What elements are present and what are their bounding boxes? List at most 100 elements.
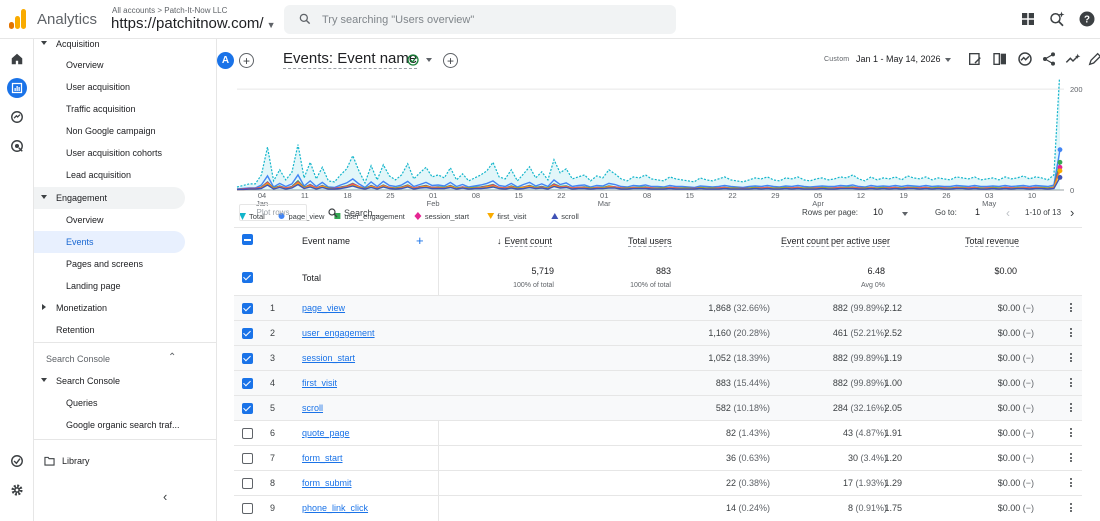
date-range-picker[interactable]: Jan 1 - May 14, 2026 — [856, 54, 941, 64]
edit-report-icon[interactable] — [967, 51, 983, 67]
more-vert-icon[interactable] — [1070, 403, 1073, 414]
insights-icon[interactable] — [1017, 51, 1033, 67]
rows-per-page-select[interactable]: 10 — [873, 207, 884, 217]
table-row[interactable]: 7 form_start 36 (0.63%) 30 (3.4%) 1.20 $0.00 … — [234, 445, 1082, 470]
nav-user-acquisition[interactable]: User acquisition — [66, 82, 131, 92]
series-end-point[interactable] — [1057, 147, 1063, 153]
row-checkbox[interactable] — [242, 428, 253, 439]
more-vert-icon[interactable] — [1070, 378, 1073, 389]
table-row[interactable]: 4 first_visit 883 (15.44%) 882 (99.89%) 1.00… — [234, 370, 1082, 395]
reports-icon[interactable] — [7, 78, 27, 98]
row-checkbox[interactable] — [242, 503, 253, 514]
series-end-point[interactable] — [1057, 164, 1063, 170]
legend-label[interactable]: scroll — [561, 212, 579, 221]
nav-user-acquisition-cohorts[interactable]: User acquisition cohorts — [66, 148, 163, 158]
settings-icon[interactable] — [7, 480, 27, 500]
row-checkbox[interactable] — [242, 353, 253, 364]
nav-acquisition[interactable]: Acquisition — [34, 33, 185, 55]
row-checkbox[interactable] — [242, 378, 253, 389]
nav-events[interactable]: Events — [34, 231, 185, 253]
advertising-icon[interactable] — [7, 136, 27, 156]
col-header-event-name[interactable]: Event name — [302, 236, 351, 246]
chevron-down-icon[interactable] — [426, 58, 432, 62]
nav-engagement[interactable]: Engagement — [34, 187, 185, 209]
col-header-total-users[interactable]: Total users — [628, 236, 672, 247]
add-dimension-icon[interactable]: + — [416, 233, 424, 248]
more-vert-icon[interactable] — [1070, 428, 1073, 439]
analytics-logo-icon[interactable] — [9, 9, 27, 29]
nav-search-console-section[interactable]: Search Console ⌃ — [34, 348, 185, 370]
series-end-point[interactable] — [1057, 174, 1063, 180]
series-line-total[interactable] — [236, 79, 1061, 188]
event-name-link[interactable]: session_start — [302, 353, 356, 363]
explore-icon[interactable] — [7, 107, 27, 127]
more-vert-icon[interactable] — [1070, 353, 1073, 364]
row-checkbox[interactable] — [242, 303, 253, 314]
nav-search-console[interactable]: Search Console — [34, 370, 185, 392]
compare-icon[interactable] — [992, 51, 1008, 67]
more-vert-icon[interactable] — [1070, 478, 1073, 489]
status-check-icon[interactable] — [407, 54, 419, 66]
search-insights-icon[interactable] — [1048, 10, 1066, 28]
plot-rows-button[interactable]: Plot rows — [239, 204, 307, 221]
collapse-nav-icon[interactable]: ‹ — [163, 489, 168, 504]
event-name-link[interactable]: phone_link_click — [302, 503, 369, 513]
table-row[interactable]: 6 quote_page 82 (1.43%) 43 (4.87%) 1.91 $0.00… — [234, 420, 1082, 445]
nav-acq-overview[interactable]: Overview — [66, 60, 104, 70]
col-header-per-user[interactable]: Event count per active user — [781, 236, 891, 247]
table-row[interactable]: 5 scroll 582 (10.18%) 284 (32.16%) 2.05 $0.00… — [234, 395, 1082, 420]
search-input[interactable] — [322, 10, 662, 29]
more-vert-icon[interactable] — [1070, 453, 1073, 464]
share-icon[interactable] — [1041, 51, 1057, 67]
admin-check-icon[interactable] — [7, 451, 27, 471]
search-bar[interactable] — [284, 5, 676, 34]
apps-icon[interactable] — [1019, 10, 1037, 28]
add-comparison-icon[interactable]: + — [239, 53, 254, 68]
series-end-point[interactable] — [1057, 159, 1063, 165]
nav-monetization[interactable]: Monetization — [34, 297, 185, 319]
edit-pencil-icon[interactable] — [1087, 51, 1100, 67]
table-row[interactable]: 3 session_start 1,052 (18.39%) 882 (99.89%)… — [234, 345, 1082, 370]
next-page-icon[interactable]: › — [1070, 205, 1075, 220]
row-checkbox[interactable] — [242, 478, 253, 489]
nav-non-google-campaign[interactable]: Non Google campaign — [66, 126, 156, 136]
nav-google-organic-search[interactable]: Google organic search traf... — [66, 420, 180, 430]
property-selector[interactable]: https://patchitnow.com/▼ — [111, 15, 276, 32]
more-vert-icon[interactable] — [1070, 503, 1073, 514]
series-line-page-view[interactable] — [236, 149, 1061, 190]
nav-library[interactable]: Library — [34, 450, 185, 472]
event-name-link[interactable]: user_engagement — [302, 328, 375, 338]
nav-queries[interactable]: Queries — [66, 398, 98, 408]
row-checkbox[interactable] — [242, 453, 253, 464]
add-filter-icon[interactable]: + — [443, 53, 458, 68]
series-end-point[interactable] — [1057, 168, 1063, 174]
col-header-revenue[interactable]: Total revenue — [965, 236, 1020, 247]
chevron-down-icon[interactable] — [945, 58, 951, 62]
event-name-link[interactable]: scroll — [302, 403, 324, 413]
legend-label[interactable]: Total — [249, 212, 265, 221]
nav-lead-acquisition[interactable]: Lead acquisition — [66, 170, 132, 180]
trend-icon[interactable] — [1065, 51, 1081, 67]
goto-input[interactable]: 1 — [975, 207, 981, 217]
select-all-checkbox[interactable] — [242, 234, 253, 245]
row-checkbox[interactable] — [242, 328, 253, 339]
series-line-scroll[interactable] — [237, 177, 1061, 191]
prev-page-icon[interactable]: ‹ — [1006, 206, 1010, 220]
nav-landing-page[interactable]: Landing page — [66, 281, 121, 291]
nav-retention[interactable]: Retention — [56, 325, 95, 335]
total-row-checkbox[interactable] — [242, 272, 253, 283]
comparison-segment-a[interactable]: A — [217, 52, 234, 69]
row-checkbox[interactable] — [242, 403, 253, 414]
nav-pages-and-screens[interactable]: Pages and screens — [66, 259, 144, 269]
nav-eng-overview[interactable]: Overview — [66, 215, 104, 225]
table-search-input[interactable] — [344, 206, 544, 220]
event-name-link[interactable]: quote_page — [302, 428, 350, 438]
home-icon[interactable] — [7, 49, 27, 69]
event-name-link[interactable]: form_submit — [302, 478, 352, 488]
more-vert-icon[interactable] — [1070, 303, 1073, 314]
chevron-down-icon[interactable] — [902, 212, 908, 216]
event-name-link[interactable]: page_view — [302, 303, 346, 313]
table-row[interactable]: 2 user_engagement 1,160 (20.28%) 461 (52.21… — [234, 320, 1082, 345]
table-row[interactable]: 9 phone_link_click 14 (0.24%) 8 (0.91%) 1.75… — [234, 495, 1082, 520]
table-row[interactable]: 1 page_view 1,868 (32.66%) 882 (99.89%) 2.12… — [234, 295, 1082, 320]
